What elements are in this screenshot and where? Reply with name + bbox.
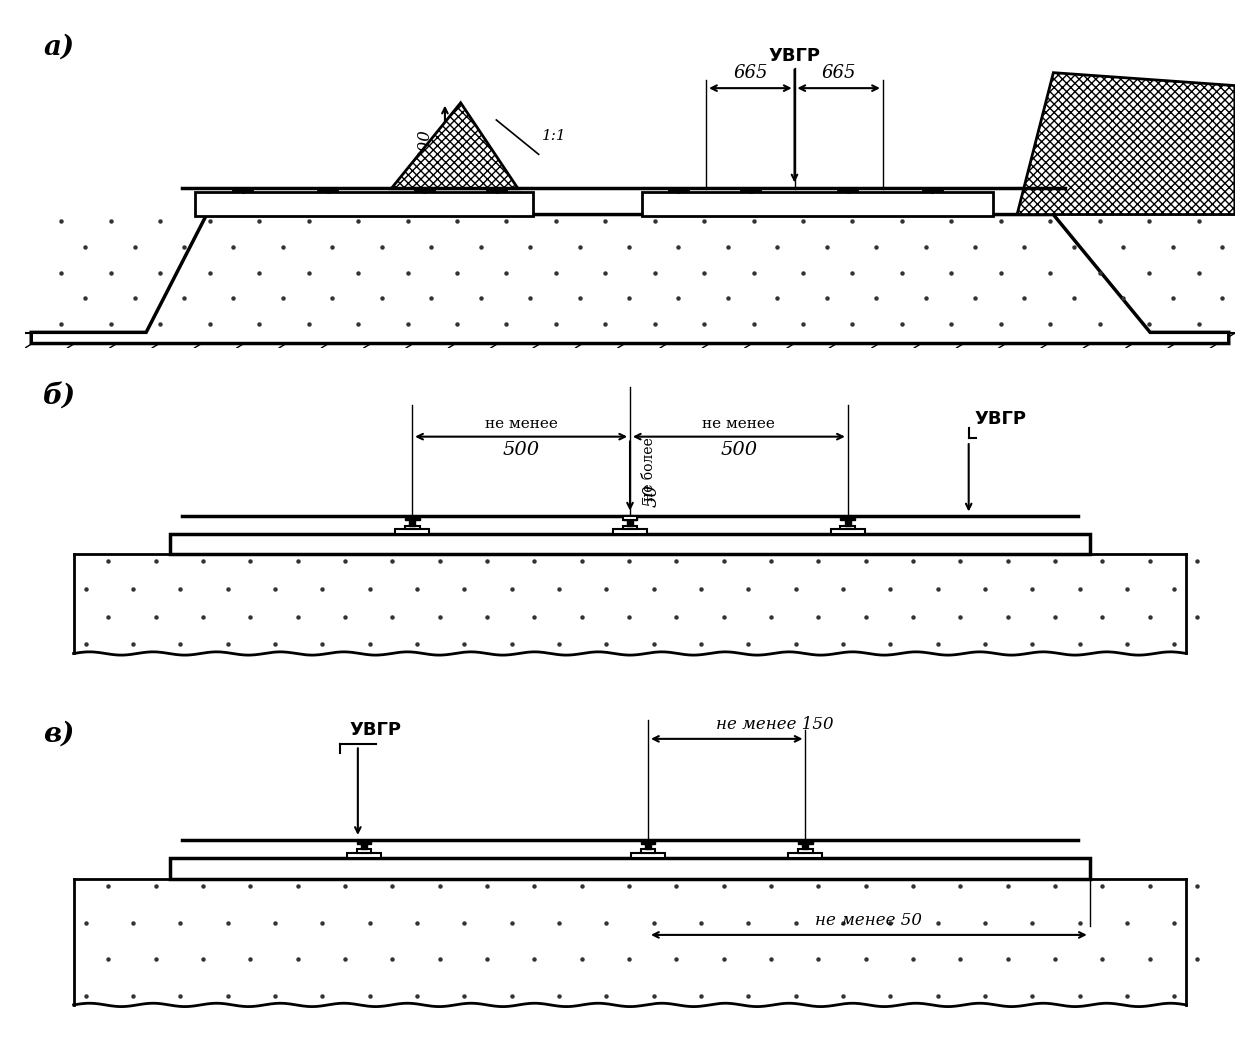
Bar — [622, 526, 638, 529]
Bar — [404, 526, 420, 529]
Text: не менее 150: не менее 150 — [717, 717, 834, 734]
Text: 50: 50 — [643, 485, 660, 507]
Text: УВГР: УВГР — [350, 721, 402, 739]
Bar — [789, 854, 823, 858]
Bar — [798, 841, 813, 844]
Text: 665: 665 — [822, 64, 856, 82]
Bar — [622, 516, 638, 520]
Bar — [404, 518, 420, 521]
Text: УВГР: УВГР — [769, 47, 820, 65]
Bar — [844, 521, 850, 526]
Text: 665: 665 — [733, 64, 767, 82]
Bar — [614, 529, 646, 534]
Bar — [410, 521, 416, 526]
Polygon shape — [391, 102, 518, 189]
Bar — [840, 526, 856, 529]
Text: УВГР: УВГР — [975, 410, 1027, 428]
Bar — [360, 844, 367, 850]
Text: 500: 500 — [721, 442, 757, 460]
Bar — [641, 850, 655, 854]
Polygon shape — [1017, 73, 1235, 215]
Bar — [622, 518, 638, 521]
Text: а): а) — [43, 34, 74, 61]
Text: не менее: не менее — [485, 417, 558, 431]
Bar — [643, 192, 993, 216]
Text: не менее: не менее — [702, 417, 775, 431]
Bar — [631, 854, 665, 858]
Text: не менее 50: не менее 50 — [815, 913, 922, 930]
Text: б): б) — [43, 383, 77, 409]
Bar — [840, 518, 856, 521]
Bar — [803, 844, 809, 850]
Text: 200: 200 — [417, 130, 433, 161]
Bar — [357, 841, 372, 844]
Bar — [396, 529, 430, 534]
Text: в): в) — [43, 720, 74, 747]
Bar — [194, 192, 533, 216]
Bar — [645, 844, 651, 850]
Bar — [627, 521, 633, 526]
Bar — [346, 854, 381, 858]
Bar — [641, 841, 655, 844]
Bar — [170, 534, 1090, 554]
Polygon shape — [32, 215, 1228, 344]
Bar — [357, 850, 372, 854]
Text: не более: не более — [643, 436, 656, 501]
Text: 1:1: 1:1 — [542, 129, 567, 142]
Bar — [798, 850, 813, 854]
Bar — [170, 858, 1090, 879]
Text: 500: 500 — [503, 442, 539, 460]
Bar — [830, 529, 864, 534]
